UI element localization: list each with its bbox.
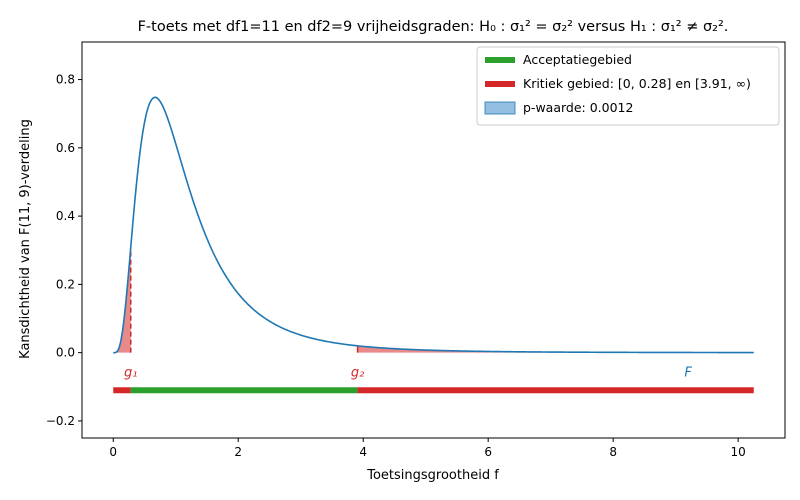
y-tick-label: 0.2 bbox=[56, 277, 75, 291]
x-tick-label: 2 bbox=[234, 445, 242, 459]
y-tick-label: 0.4 bbox=[56, 209, 75, 223]
x-tick-label: 6 bbox=[484, 445, 492, 459]
legend: Acceptatiegebied Kritiek gebied: [0, 0.28… bbox=[476, 46, 780, 126]
legend-swatch-pvalue bbox=[484, 101, 516, 115]
x-axis: 0 2 4 6 8 10 bbox=[109, 438, 746, 459]
y-tick-label: 0.0 bbox=[56, 346, 75, 360]
x-axis-label: Toetsingsgrootheid f bbox=[366, 468, 499, 483]
density-curve bbox=[113, 96, 754, 354]
y-tick-label: 0.8 bbox=[56, 73, 75, 87]
legend-label-acceptance: Acceptatiegebied bbox=[523, 52, 632, 67]
annotation-g1: g₁ bbox=[124, 365, 137, 380]
annotation-F: F bbox=[684, 365, 692, 380]
plot-area: g₁ g₂ F bbox=[113, 96, 754, 394]
legend-box bbox=[476, 46, 780, 126]
x-tick-label: 0 bbox=[109, 445, 117, 459]
chart-title: F-toets met df1=11 en df2=9 vrijheidsgra… bbox=[138, 19, 729, 35]
annotation-g2: g₂ bbox=[351, 365, 364, 380]
y-axis: −0.2 0.0 0.2 0.4 0.6 0.8 bbox=[46, 73, 82, 428]
x-tick-label: 8 bbox=[609, 445, 617, 459]
legend-label-critical: Kritiek gebied: [0, 0.28] en [3.91, ∞) bbox=[523, 76, 751, 91]
y-tick-label: −0.2 bbox=[46, 414, 75, 428]
x-tick-label: 4 bbox=[359, 445, 367, 459]
y-tick-label: 0.6 bbox=[56, 141, 75, 155]
x-tick-label: 10 bbox=[730, 445, 745, 459]
critical-area-left bbox=[113, 247, 131, 353]
y-axis-label: Kansdichtheid van F(11, 9)-verdeling bbox=[18, 119, 33, 359]
plot-frame bbox=[81, 41, 786, 439]
legend-label-pvalue: p-waarde: 0.0012 bbox=[523, 100, 633, 115]
